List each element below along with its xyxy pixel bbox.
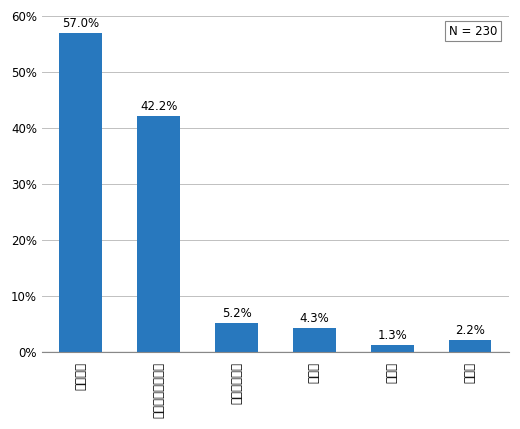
Text: N = 230: N = 230: [449, 24, 497, 37]
Bar: [137, 116, 180, 352]
Text: 1.3%: 1.3%: [378, 329, 407, 342]
Bar: [371, 345, 413, 352]
Bar: [59, 33, 102, 352]
Text: 5.2%: 5.2%: [222, 307, 251, 320]
Text: 2.2%: 2.2%: [455, 324, 485, 337]
Text: 4.3%: 4.3%: [300, 312, 329, 325]
Bar: [449, 340, 491, 352]
Bar: [293, 328, 336, 352]
Text: 57.0%: 57.0%: [62, 17, 99, 30]
Text: 42.2%: 42.2%: [140, 100, 177, 113]
Bar: [215, 323, 258, 352]
